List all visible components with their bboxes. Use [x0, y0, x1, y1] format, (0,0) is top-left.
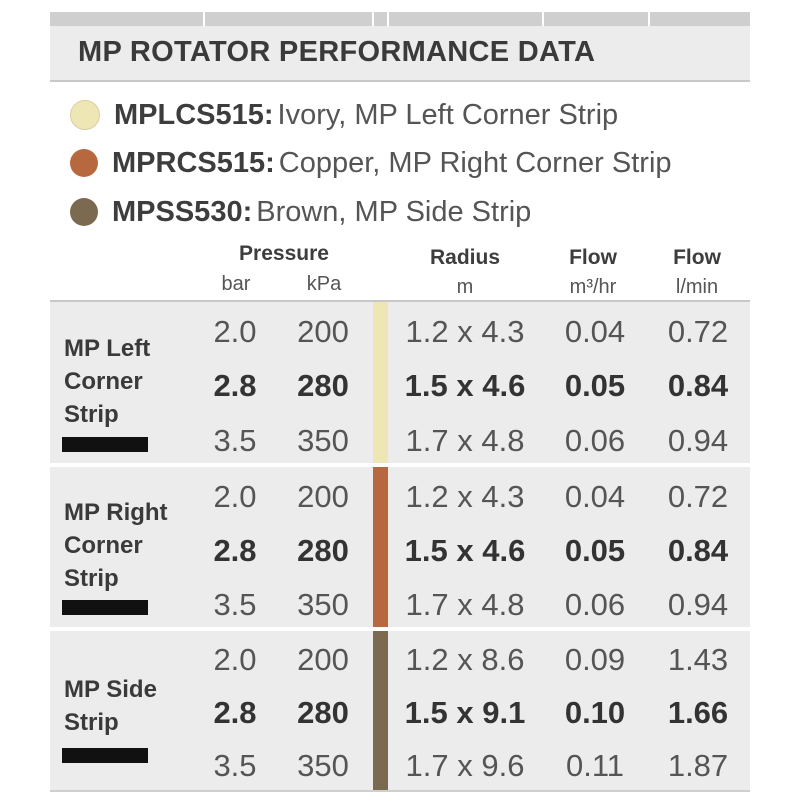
legend-code: MPSS530: [112, 195, 253, 228]
band-divider [387, 12, 389, 26]
color-stripe [373, 467, 388, 627]
band-divider [203, 12, 205, 26]
group-label-line: Strip [64, 565, 119, 592]
cell-flow-lmin: 0.94 [667, 423, 729, 458]
cell-flow-lmin: 1.43 [667, 642, 729, 677]
bottom-rule [50, 790, 750, 792]
cell-bar: 2.0 [213, 314, 257, 349]
cell-radius: 1.5 x 4.6 [404, 368, 526, 403]
legend-item: MPSS530: Brown, MP Side Strip [70, 192, 531, 232]
cell-radius: 1.7 x 4.8 [405, 423, 525, 458]
legend-description: Brown, MP Side Strip [256, 195, 532, 228]
cell-flow-m3hr: 0.05 [564, 368, 626, 403]
table-group-left-corner-strip: MP Left Corner Strip 2.0 200 1.2 x 4.3 0… [50, 302, 750, 463]
table-group-right-corner-strip: MP Right Corner Strip 2.0 200 1.2 x 4.3 … [50, 467, 750, 627]
header-flow-m3hr: Flow [569, 246, 617, 269]
cell-radius: 1.2 x 4.3 [405, 314, 525, 349]
cell-kpa: 280 [297, 695, 349, 730]
group-separator [50, 627, 750, 631]
color-stripe [373, 631, 388, 790]
redaction-bar [62, 748, 148, 763]
redaction-bar [62, 600, 148, 615]
top-band [50, 12, 750, 26]
cell-radius: 1.5 x 9.1 [404, 695, 526, 730]
cell-flow-m3hr: 0.04 [564, 479, 626, 514]
color-stripe [373, 302, 388, 463]
band-divider [542, 12, 544, 26]
group-label-line: MP Side [64, 676, 157, 703]
group-label-line: Strip [64, 709, 119, 736]
cell-flow-lmin: 1.87 [667, 748, 729, 783]
band-divider [648, 12, 650, 26]
cell-flow-m3hr: 0.04 [564, 314, 626, 349]
cell-radius: 1.2 x 8.6 [405, 642, 525, 677]
legend-item: MPLCS515: Ivory, MP Left Corner Strip [70, 95, 618, 135]
group-label-line: MP Right [64, 499, 168, 526]
copper-dot-icon [70, 149, 98, 177]
table-group-side-strip: MP Side Strip 2.0 200 1.2 x 8.6 0.09 1.4… [50, 631, 750, 790]
group-separator [50, 463, 750, 467]
group-label: MP Left Corner Strip [64, 332, 150, 431]
cell-kpa: 350 [297, 587, 349, 622]
cell-radius: 1.7 x 9.6 [405, 748, 525, 783]
cell-bar: 2.0 [213, 642, 257, 677]
header-radius-unit: m [456, 276, 474, 298]
cell-kpa: 350 [297, 748, 349, 783]
cell-radius: 1.5 x 4.6 [404, 533, 526, 568]
cell-flow-m3hr: 0.10 [564, 695, 626, 730]
cell-flow-m3hr: 0.09 [564, 642, 626, 677]
cell-flow-lmin: 0.94 [667, 587, 729, 622]
cell-flow-m3hr: 0.06 [564, 587, 626, 622]
cell-radius: 1.2 x 4.3 [405, 479, 525, 514]
cell-kpa: 280 [297, 533, 349, 568]
cell-bar: 2.0 [213, 479, 257, 514]
header-pressure: Pressure [239, 242, 329, 265]
legend-description: Ivory, MP Left Corner Strip [277, 98, 619, 131]
cell-bar: 3.5 [213, 423, 257, 458]
legend-description: Copper, MP Right Corner Strip [278, 146, 672, 179]
cell-kpa: 350 [297, 423, 349, 458]
title-divider [50, 80, 750, 82]
cell-flow-lmin: 0.72 [667, 314, 729, 349]
header-kpa-unit: kPa [306, 273, 342, 295]
cell-bar: 2.8 [213, 533, 257, 568]
ivory-dot-icon [70, 100, 100, 130]
cell-bar: 2.8 [213, 368, 257, 403]
cell-flow-m3hr: 0.11 [565, 748, 625, 783]
cell-flow-lmin: 0.84 [667, 533, 729, 568]
cell-flow-lmin: 1.66 [667, 695, 729, 730]
cell-flow-lmin: 0.84 [667, 368, 729, 403]
cell-flow-lmin: 0.72 [667, 479, 729, 514]
header-radius: Radius [429, 246, 500, 269]
page-title: MP ROTATOR PERFORMANCE DATA [78, 36, 596, 68]
brown-dot-icon [70, 198, 98, 226]
cell-bar: 3.5 [213, 748, 257, 783]
cell-kpa: 200 [297, 314, 349, 349]
legend-code: MPLCS515: [114, 98, 274, 131]
cell-kpa: 200 [297, 479, 349, 514]
cell-bar: 2.8 [213, 695, 257, 730]
header-bar-unit: bar [221, 273, 251, 295]
legend-code: MPRCS515: [112, 146, 275, 179]
cell-bar: 3.5 [213, 587, 257, 622]
header-flow-lmin: Flow [673, 246, 721, 269]
cell-flow-m3hr: 0.06 [564, 423, 626, 458]
band-divider [372, 12, 374, 26]
group-label-line: Strip [64, 401, 119, 428]
header-flow-lmin-unit: l/min [675, 276, 719, 298]
title-bar [50, 26, 750, 80]
group-label: MP Right Corner Strip [64, 496, 168, 595]
group-label: MP Side Strip [64, 673, 157, 739]
group-label-line: MP Left [64, 335, 151, 362]
group-label-line: Corner [64, 368, 143, 395]
cell-flow-m3hr: 0.05 [564, 533, 626, 568]
header-divider [50, 300, 750, 302]
redaction-bar [62, 437, 148, 452]
legend-item: MPRCS515: Copper, MP Right Corner Strip [70, 143, 672, 183]
cell-kpa: 200 [297, 642, 349, 677]
cell-radius: 1.7 x 4.8 [405, 587, 525, 622]
cell-kpa: 280 [297, 368, 349, 403]
group-label-line: Corner [64, 532, 143, 559]
header-flow-m3hr-unit: m³/hr [569, 276, 617, 298]
